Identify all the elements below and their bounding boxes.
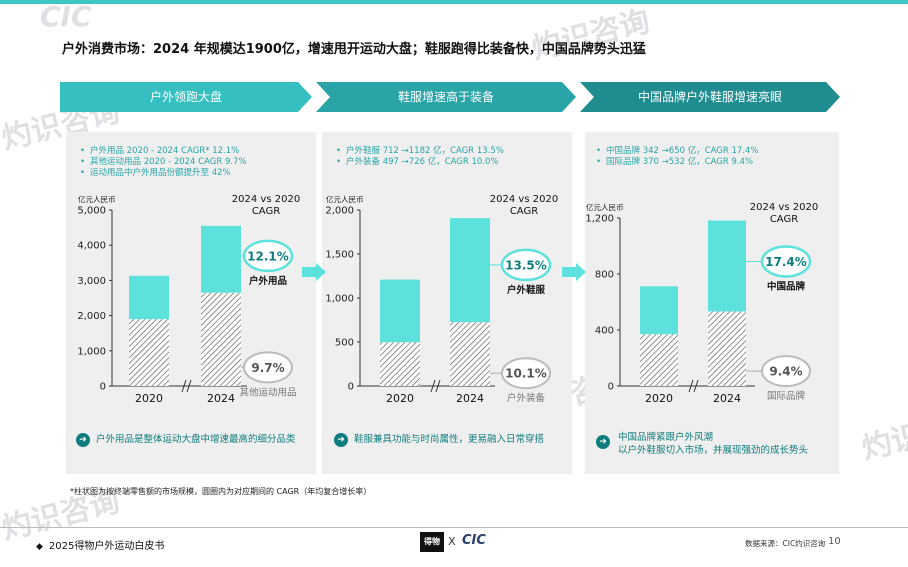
y-tick-label: 2,000 — [77, 311, 106, 322]
y-axis-label: 亿元人民币 — [78, 194, 116, 204]
cagr-bubble — [243, 351, 293, 384]
cagr-header: CAGR — [252, 206, 280, 217]
panel-apparel-vs-equipment — [322, 132, 572, 474]
x-tick-label: 2024 — [713, 392, 741, 405]
y-tick-label: 3,000 — [77, 276, 106, 287]
bar-top — [640, 286, 678, 335]
panel-outdoor-vs-market — [66, 132, 316, 474]
cagr-value: 13.5% — [505, 258, 547, 272]
y-tick-label: 0 — [608, 382, 614, 393]
x-tick-label: 2024 — [456, 392, 484, 405]
top-accent-bar — [0, 0, 908, 4]
cagr-label: 户外用品 — [248, 275, 287, 287]
x-tick-label: 2020 — [135, 392, 163, 405]
cagr-header: 2024 vs 2020 — [750, 202, 818, 213]
cagr-bubble — [760, 245, 812, 278]
list-item: • 运动用品中户外用品份额提升至 42% — [80, 168, 231, 178]
bar-base — [129, 319, 169, 386]
y-axis-label: 亿元人民币 — [586, 202, 624, 212]
page-title: 户外消费市场：2024 年规模达1900亿，增速甩开运动大盘；鞋服跑得比装备快，… — [62, 42, 646, 57]
bar-top — [708, 220, 746, 312]
dewu-logo: 得物 — [420, 532, 444, 552]
cagr-bubble — [500, 248, 552, 282]
cagr-label: 户外装备 — [507, 392, 546, 404]
cagr-label: 中国品牌 — [767, 280, 806, 292]
y-tick-label: 800 — [595, 270, 614, 281]
bar-top — [129, 275, 169, 320]
report-name: ◆ 2025得物户外运动白皮书 — [36, 541, 165, 552]
y-tick-label: 0 — [348, 382, 354, 393]
pointer-icon: ➜ — [76, 433, 90, 447]
y-tick-label: 2,000 — [325, 206, 354, 217]
y-tick-label: 500 — [335, 338, 354, 349]
list-item: • 户外装备 497 →726 亿，CAGR 10.0% — [336, 157, 499, 167]
axis-break — [181, 379, 187, 393]
logo-separator: X — [448, 535, 456, 548]
y-tick-label: 0 — [100, 382, 106, 393]
cagr-bubble — [761, 355, 811, 388]
axis-break — [693, 379, 699, 393]
cagr-value: 9.7% — [251, 361, 284, 375]
bar-base — [380, 342, 420, 386]
cagr-label: 户外鞋服 — [506, 284, 546, 296]
chevron-step-3: 中国品牌户外鞋服增速亮眼 — [580, 82, 840, 112]
cagr-value: 9.4% — [769, 365, 802, 379]
list-item: • 其他运动用品 2020 - 2024 CAGR 9.7% — [80, 157, 247, 167]
y-tick-label: 1,200 — [585, 214, 614, 225]
diamond-icon: ◆ — [36, 542, 43, 552]
x-tick-label: 2024 — [207, 392, 235, 405]
bar-top — [450, 218, 490, 323]
y-tick-label: 1,000 — [77, 346, 106, 357]
cagr-bubble — [242, 239, 294, 273]
list-item: • 户外鞋服 712 →1182 亿，CAGR 13.5% — [336, 146, 504, 156]
y-tick-label: 1,500 — [325, 250, 354, 261]
footnote: *柱状图为按终端零售额的市场规模，圆圈内为对应期间的 CAGR（年均复合增长率） — [70, 487, 372, 496]
pointer-icon: ➜ — [334, 433, 348, 447]
cic-logo: CIC — [462, 533, 486, 548]
chevron-step-1: 户外领跑大盘 — [60, 82, 312, 112]
bar-base — [708, 311, 746, 386]
cagr-value: 10.1% — [505, 367, 547, 381]
bullet-list-3: • 中国品牌 342 →650 亿，CAGR 17.4% • 国际品牌 370 →5… — [596, 146, 759, 168]
y-tick-label: 400 — [595, 326, 614, 337]
bar-base — [450, 322, 490, 386]
bar-base — [640, 334, 678, 386]
cagr-header: CAGR — [770, 214, 798, 225]
axis-break — [435, 379, 441, 393]
data-source: 数据来源：CIC灼识咨询 — [745, 539, 826, 548]
chevron-step-2: 鞋服增速高于装备 — [316, 82, 576, 112]
cagr-value: 17.4% — [765, 255, 807, 269]
footer-divider — [0, 527, 908, 528]
axis-break — [688, 379, 694, 393]
y-axis-label: 亿元人民币 — [326, 194, 364, 204]
bar-base — [201, 292, 241, 386]
y-tick-label: 5,000 — [77, 206, 106, 217]
bar-top — [201, 225, 241, 293]
y-tick-label: 4,000 — [77, 241, 106, 252]
watermark: CIC — [40, 0, 92, 33]
cagr-label: 其他运动用品 — [239, 386, 296, 398]
y-tick-label: 1,000 — [325, 294, 354, 305]
list-item: • 国际品牌 370 →532 亿，CAGR 9.4% — [596, 157, 754, 167]
cagr-label: 国际品牌 — [767, 390, 806, 402]
axis-break — [186, 379, 192, 393]
flow-arrow-icon — [302, 263, 326, 281]
bullet-list-1: • 户外用品 2020 - 2024 CAGR* 12.1% • 其他运动用品 20… — [80, 146, 247, 179]
pointer-icon: ➜ — [596, 435, 610, 449]
flow-arrow-icon — [562, 263, 586, 281]
cagr-header: CAGR — [510, 206, 538, 217]
cagr-header: 2024 vs 2020 — [232, 194, 300, 205]
cagr-value: 12.1% — [247, 249, 289, 263]
x-tick-label: 2020 — [386, 392, 414, 405]
bullet-list-2: • 户外鞋服 712 →1182 亿，CAGR 13.5% • 户外装备 497 →… — [336, 146, 504, 168]
cagr-header: 2024 vs 2020 — [490, 194, 558, 205]
x-tick-label: 2020 — [645, 392, 673, 405]
bar-top — [380, 279, 420, 343]
page-number: 10 — [828, 536, 841, 547]
axis-break — [430, 379, 436, 393]
list-item: • 户外用品 2020 - 2024 CAGR* 12.1% — [80, 146, 240, 156]
list-item: • 中国品牌 342 →650 亿，CAGR 17.4% — [596, 146, 759, 156]
cagr-bubble — [501, 357, 551, 390]
